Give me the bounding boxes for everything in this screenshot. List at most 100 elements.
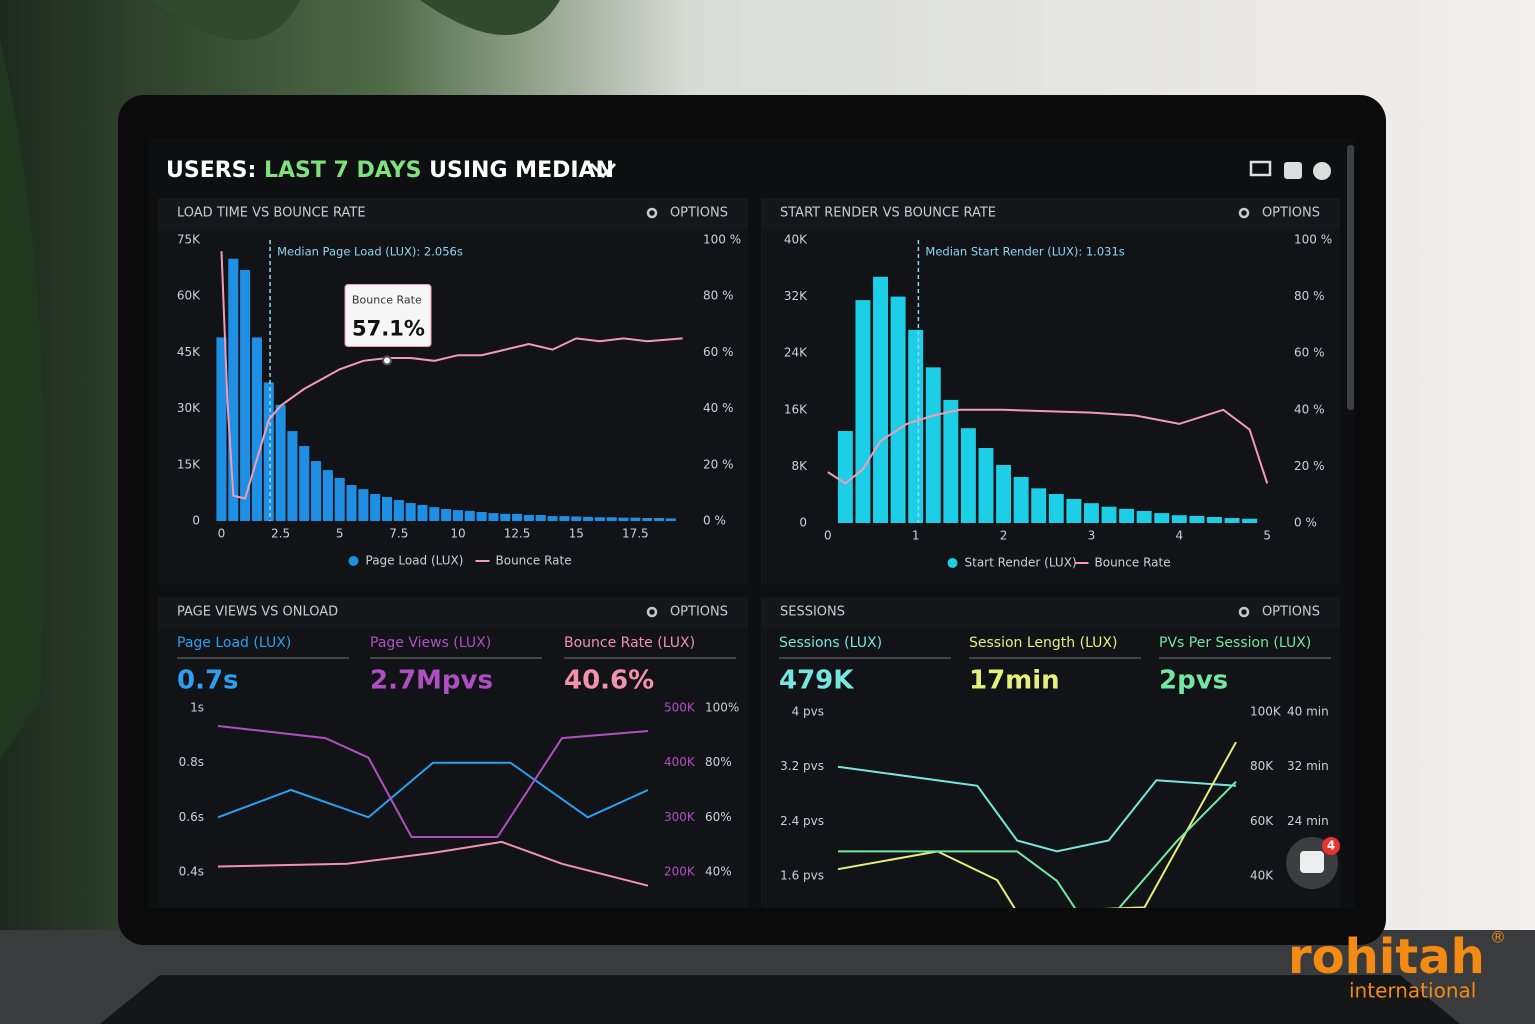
x-tick-label: 7.5 [389,527,408,541]
header-title: USERS: LAST 7 DAYS USING MEDIAN [166,158,614,183]
panel [158,597,748,908]
y2-tick-label: 100 % [703,233,741,247]
bar [1066,498,1082,523]
bar [996,464,1012,523]
icon-help[interactable] [1313,162,1331,180]
bar [1048,493,1064,523]
y-tick-label: 32K [784,289,808,303]
icon-image[interactable] [1284,162,1302,179]
x-tick-label: 4 [1176,529,1184,543]
y2-tick-label: 0 % [703,514,726,528]
bar [1242,518,1258,523]
x-tick-label: 3 [1088,529,1096,543]
metric-value: 2pvs [1159,666,1228,696]
panel-options[interactable]: OPTIONS [1262,605,1320,620]
y2-tick-label: 20 % [1294,459,1325,473]
tooltip-marker [382,355,393,366]
bar [547,516,558,521]
bar [263,382,274,521]
chat-badge [1322,837,1340,855]
bar [1207,516,1222,523]
bar [381,497,393,521]
bar [322,470,333,521]
y-tick-label: 0.8s [179,755,204,769]
bar [535,515,546,521]
bar [837,431,853,523]
panel-options[interactable]: OPTIONS [670,206,728,221]
y2-tick-label: 200K [664,865,696,879]
bar [299,446,310,521]
panel-header [761,597,1340,628]
title-suffix: USING MEDIAN [429,158,614,183]
y2-tick-label: 60 % [703,345,734,359]
bar [583,516,594,521]
scrollbar[interactable] [1347,145,1354,410]
x-tick-label: 17.5 [622,527,649,541]
legend-label: Start Render (LUX) [965,556,1077,570]
y-tick-label: 45K [177,345,201,359]
bar [960,428,976,523]
bar [908,329,924,523]
metric-value: 0.7s [177,666,239,696]
dashboard: USERS: LAST 7 DAYS USING MEDIAN LOAD TIM… [158,145,1354,908]
bar [1013,477,1029,523]
x-tick-label: 2.5 [271,527,290,541]
bar [1101,506,1117,523]
median-label: Median Start Render (LUX): 1.031s [925,245,1124,259]
title-dropdown[interactable] [589,162,617,179]
panel-header [761,198,1340,229]
bar [873,276,888,523]
y2-tick-label: 40 % [1294,402,1325,416]
bar [1136,510,1152,523]
metric-value: 17min [969,666,1060,696]
plant-leaf [150,0,560,40]
y-tick-label: 0.4s [179,865,204,879]
bar [1171,515,1187,523]
bar [251,337,262,521]
y2-tick-label: 60 % [1294,346,1325,360]
bar [618,517,629,521]
y2-tick-label: 80 % [1294,289,1325,303]
y2-tick-label: 40K [1250,869,1274,883]
bar [653,518,665,521]
metric-label: Session Length (LUX) [969,635,1117,651]
panel-header [158,597,748,628]
bounce-line [220,251,683,500]
bar [275,404,286,521]
y-tick-label: 75K [177,233,201,247]
y2-tick-label: 0 % [1294,516,1317,530]
icon-desktop[interactable] [1249,160,1272,177]
bar [512,513,523,521]
logo-name: rohitah [1288,929,1485,985]
x-tick-label: 15 [569,527,584,541]
bounce-line [827,408,1269,485]
x-tick-label: 1 [912,529,920,543]
series-line [837,765,1237,853]
panel-header [158,198,748,229]
bar [1154,513,1170,523]
y-tick-label: 1.6 pvs [780,869,824,883]
x-tick-label: 2 [1000,529,1008,543]
bar [642,518,653,521]
bar [405,503,416,521]
series-line [838,780,1237,908]
panel-title: PAGE VIEWS VS ONLOAD [177,605,338,620]
series-line [217,725,649,838]
y-tick-label: 3.2 pvs [780,759,824,773]
options-gear [1238,606,1250,618]
panel-options[interactable]: OPTIONS [1262,206,1320,221]
y3-tick-label: 60% [705,810,732,824]
tooltip [344,284,432,348]
bar [925,367,941,523]
panel-options[interactable]: OPTIONS [670,605,728,620]
options-gear [646,606,658,618]
series-line [217,840,649,887]
y-tick-label: 24K [784,346,808,360]
y-tick-label: 40K [784,233,808,247]
bar [500,513,511,521]
y3-tick-label: 100% [705,701,739,715]
x-tick-label: 5 [336,527,344,541]
bar [1119,508,1135,523]
